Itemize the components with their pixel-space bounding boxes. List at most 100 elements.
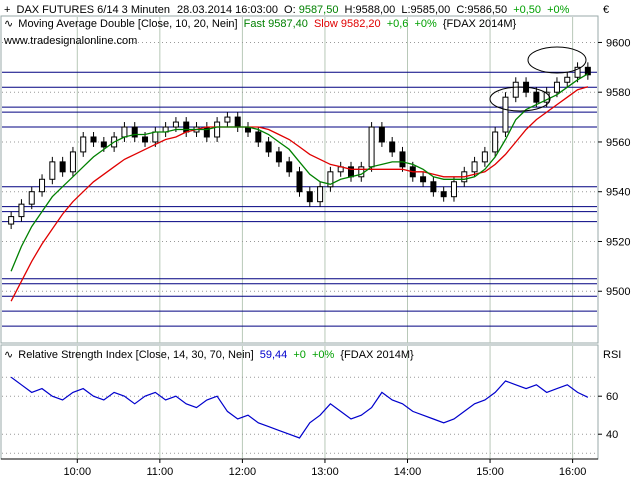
- rsi-symbol: {FDAX 2014M}: [340, 349, 414, 361]
- slow-ma-line: [10, 86, 589, 302]
- candle-body: [152, 131, 159, 143]
- candle-body: [481, 151, 488, 163]
- candle-body: [59, 161, 66, 173]
- candle-body: [224, 116, 231, 123]
- change-value: +0,50: [513, 4, 541, 16]
- instrument-name: DAX FUTURES 6/14 3 Minuten: [17, 4, 170, 16]
- high-value: H:9588,00: [345, 4, 396, 16]
- rsi-axis-title: RSI: [603, 349, 621, 361]
- rsi-lines: [10, 376, 589, 439]
- time-tick-label: 12:00: [229, 466, 257, 478]
- time-tick-label: 11:00: [146, 466, 173, 478]
- candle-body: [512, 81, 519, 98]
- candle-body: [533, 91, 540, 103]
- candle-body: [8, 216, 15, 225]
- rsi-line: [10, 376, 589, 439]
- ma-expander-icon[interactable]: ∿: [4, 18, 13, 30]
- bar-datetime: 28.03.2014 16:03:00: [177, 4, 278, 16]
- candle-body: [234, 116, 241, 128]
- candle-body: [28, 191, 35, 205]
- candle-body: [584, 66, 591, 76]
- candle-body: [492, 131, 499, 153]
- change-pct: +0%: [547, 4, 570, 16]
- candle-body: [90, 136, 97, 143]
- time-tick-label: 14:00: [394, 466, 422, 478]
- open-value: 9587,50: [299, 4, 339, 16]
- candle-body: [296, 171, 303, 193]
- website-label[interactable]: www.tradesignalonline.com: [3, 35, 137, 47]
- price-header: + DAX FUTURES 6/14 3 Minuten 28.03.2014 …: [4, 4, 570, 16]
- price-axis-ticks: 9600 9580 9560 9540 9520 9500: [598, 37, 630, 298]
- rsi-panel-frame: [0, 344, 599, 460]
- candle-body: [183, 121, 190, 133]
- expander-icon[interactable]: +: [4, 4, 10, 16]
- ma-change-pct: +0%: [414, 18, 437, 30]
- candle-body: [378, 126, 385, 143]
- rsi-axis-ticks: 60 40: [598, 391, 618, 441]
- time-tick-label: 16:00: [559, 466, 587, 478]
- candle-body: [368, 126, 375, 168]
- rsi-change-pct: +0%: [312, 349, 335, 361]
- ma-header: ∿ Moving Average Double [Close, 10, 20, …: [4, 18, 517, 30]
- ma-symbol: {FDAX 2014M}: [443, 18, 517, 30]
- candle-body: [420, 176, 427, 183]
- candle-body: [327, 171, 334, 188]
- close-value: C:9586,50: [456, 4, 507, 16]
- price-panel-frame: [0, 15, 599, 344]
- rsi-change: +0: [293, 349, 306, 361]
- fast-ma-line: [10, 73, 589, 272]
- moving-average-lines: [10, 73, 589, 302]
- price-tick-label: 9580: [606, 87, 630, 99]
- price-tick-label: 9500: [606, 286, 630, 298]
- price-tick-label: 9560: [606, 137, 630, 149]
- highlight-ellipse-bottom: [489, 86, 551, 112]
- candle-body: [121, 126, 128, 138]
- candle-body: [286, 161, 293, 173]
- time-tick-label: 15:00: [476, 466, 504, 478]
- candles: [8, 62, 591, 230]
- time-axis-ticks: 10:00 11:00 12:00 13:00 14:00 15:00 16:00: [64, 459, 587, 478]
- grid: [2, 17, 597, 458]
- candle-body: [49, 161, 56, 180]
- candle-body: [131, 126, 138, 138]
- highlight-ellipse-top: [527, 46, 587, 74]
- candle-body: [399, 151, 406, 168]
- candle-body: [172, 121, 179, 128]
- candle-body: [430, 181, 437, 193]
- candle-body: [100, 141, 107, 148]
- currency-label: €: [603, 4, 609, 16]
- candle-body: [317, 186, 324, 203]
- candle-body: [450, 181, 457, 198]
- price-tick-label: 9540: [606, 187, 630, 199]
- candle-body: [69, 151, 76, 173]
- candle-body: [306, 191, 313, 203]
- time-tick-label: 13:00: [311, 466, 339, 478]
- open-prefix: O:: [284, 4, 296, 16]
- ma-slow-label: Slow 9582,20: [314, 18, 381, 30]
- candle-body: [275, 151, 282, 163]
- candle-body: [142, 136, 149, 143]
- ma-change: +0,6: [387, 18, 409, 30]
- ma-name: Moving Average Double [Close, 10, 20, Ne…: [18, 18, 237, 30]
- ma-fast-label: Fast 9587,40: [244, 18, 308, 30]
- time-tick-label: 10:00: [64, 466, 92, 478]
- rsi-value: 59,44: [260, 349, 288, 361]
- candle-body: [18, 203, 25, 218]
- rsi-header: ∿ Relative Strength Index [Close, 14, 30…: [4, 349, 414, 361]
- rsi-name: Relative Strength Index [Close, 14, 30, …: [18, 349, 253, 361]
- rsi-tick-label: 60: [606, 391, 618, 403]
- rsi-expander-icon[interactable]: ∿: [4, 349, 13, 361]
- low-value: L:9585,00: [401, 4, 450, 16]
- candle-body: [564, 76, 571, 83]
- price-tick-label: 9600: [606, 37, 630, 49]
- rsi-tick-label: 40: [606, 429, 618, 441]
- candle-body: [440, 191, 447, 198]
- candle-body: [39, 178, 46, 193]
- candle-body: [389, 141, 396, 153]
- candle-body: [553, 81, 560, 93]
- price-tick-label: 9520: [606, 236, 630, 248]
- candle-body: [80, 136, 87, 153]
- candle-body: [214, 121, 221, 138]
- candle-body: [265, 141, 272, 153]
